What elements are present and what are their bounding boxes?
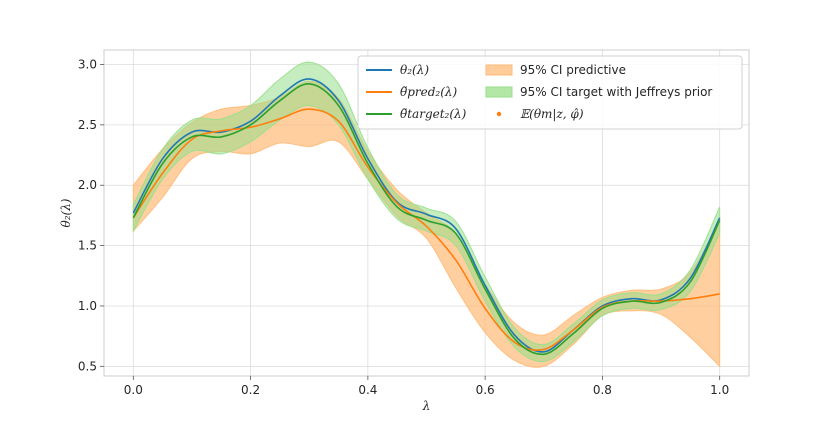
legend-ci-target-jeffreys-swatch (485, 86, 513, 98)
x-tick-label-2: 0.4 (358, 383, 377, 397)
legend-expectation-entry: 𝔼(θm|z, φ̂) (496, 107, 584, 121)
series-lines (132, 78, 721, 356)
y-axis-ticks: 0.5 1.0 1.5 2.0 2.5 3.0 (78, 57, 104, 373)
plot-frame (103, 49, 750, 377)
legend-theta-target2-label: θ̃target₂(λ) (400, 107, 467, 121)
y-axis-label: θ₂(λ) (59, 198, 73, 227)
legend-expectation-swatch (496, 111, 502, 117)
legend-theta2-entry: θ₂(λ) (366, 63, 429, 77)
legend-ci-predictive-label: 95% CI predictive (520, 63, 626, 77)
legend-theta-target2-entry: θ̃target₂(λ) (366, 107, 467, 121)
x-tick-label-5: 1.0 (710, 383, 729, 397)
legend-ci-predictive-entry: 95% CI predictive (485, 63, 626, 77)
legend-theta2-label: θ₂(λ) (400, 63, 429, 77)
legend-theta-pred2-entry: θ̃pred₂(λ) (366, 85, 458, 99)
x-tick-label-0: 0.0 (124, 383, 143, 397)
x-axis-label: λ (422, 399, 431, 413)
y-tick-label-4: 2.5 (78, 118, 97, 132)
x-axis-ticks: 0.0 0.2 0.4 0.6 0.8 1.0 (124, 376, 729, 397)
plot-border (103, 49, 750, 377)
line-theta-target2 (132, 83, 721, 356)
legend: θ₂(λ) θ̃pred₂(λ) θ̃target₂(λ) 95% CI predic… (357, 55, 743, 130)
x-tick-label-4: 0.8 (593, 383, 612, 397)
legend-ci-target-jeffreys-entry: 95% CI target with Jeffreys prior (485, 85, 712, 99)
x-tick-label-3: 0.6 (476, 383, 495, 397)
y-tick-label-1: 1.0 (78, 299, 97, 313)
y-tick-label-5: 3.0 (78, 57, 97, 71)
legend-ci-predictive-swatch (485, 64, 513, 76)
y-tick-label-0: 0.5 (78, 359, 97, 373)
y-tick-label-2: 1.5 (78, 239, 97, 253)
legend-ci-target-jeffreys-label: 95% CI target with Jeffreys prior (520, 85, 712, 99)
x-tick-label-1: 0.2 (241, 383, 260, 397)
legend-expectation-label: 𝔼(θm|z, φ̂) (520, 107, 584, 121)
y-tick-label-3: 2.0 (78, 178, 97, 192)
legend-box (357, 55, 743, 130)
legend-theta-pred2-label: θ̃pred₂(λ) (400, 85, 458, 99)
